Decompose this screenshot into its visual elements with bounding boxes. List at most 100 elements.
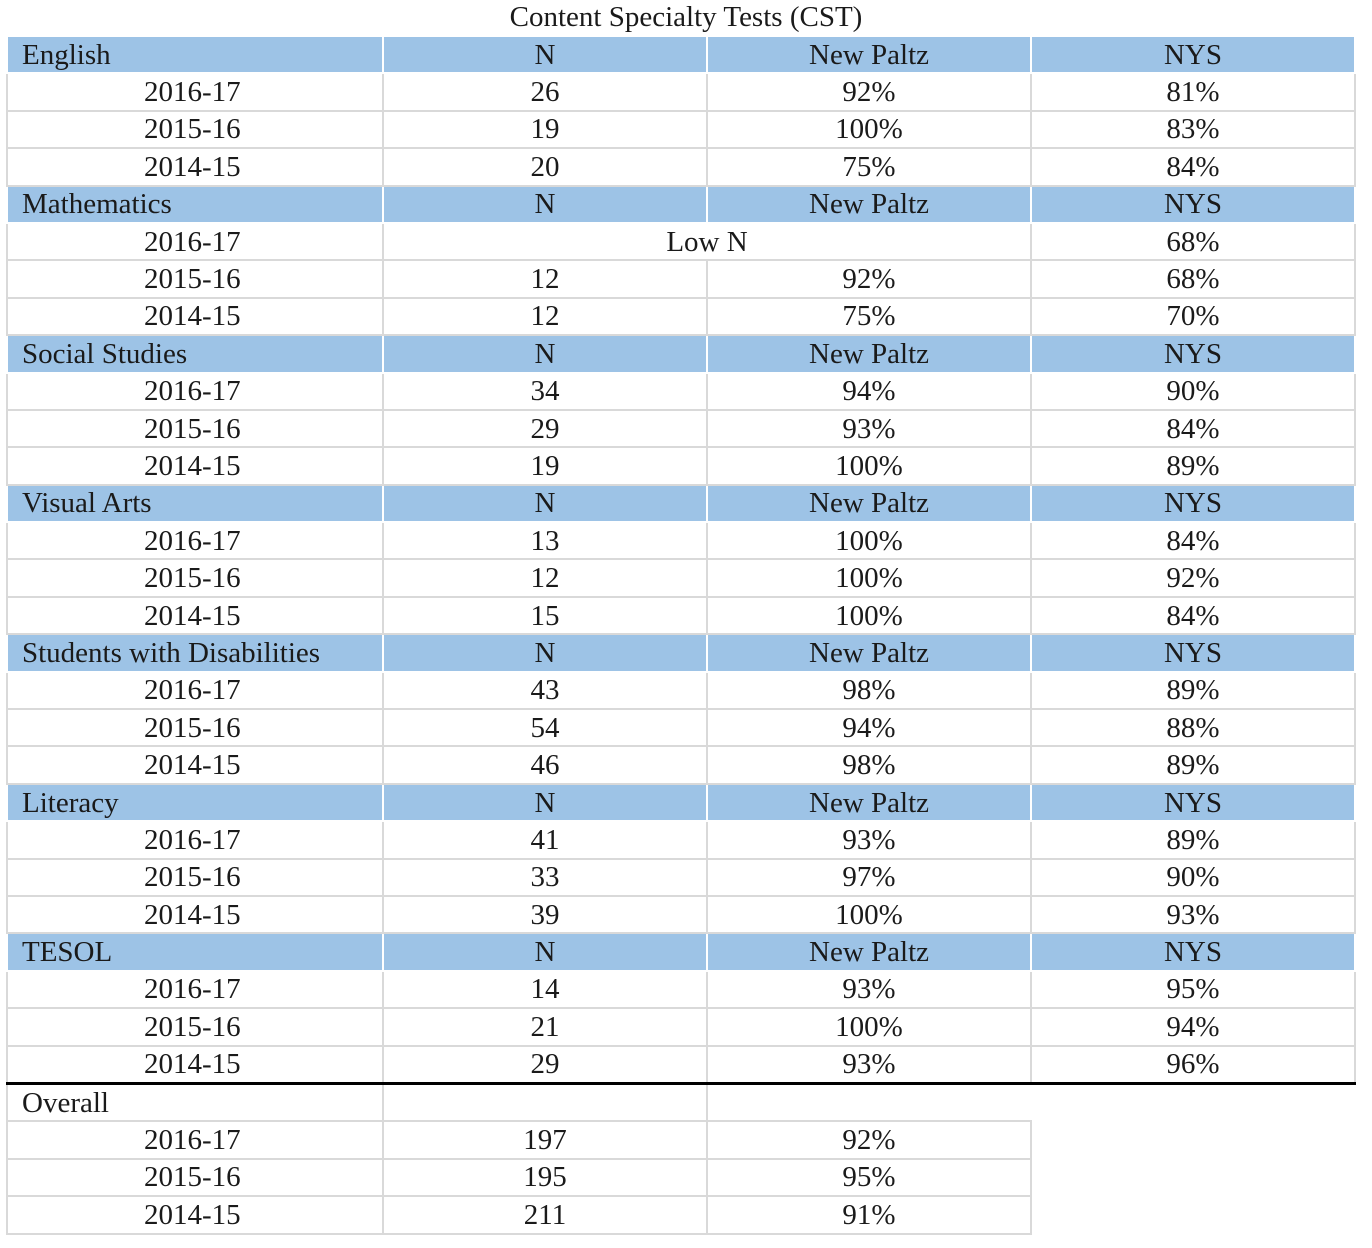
section-name: English [6, 34, 384, 75]
section-header-row: English N New Paltz NYS [6, 34, 1356, 75]
year-cell: 2016-17 [6, 221, 384, 262]
new-paltz-rate-cell: 91% [706, 1195, 1032, 1235]
n-cell: 29 [382, 408, 708, 449]
column-header-new-paltz: New Paltz [706, 932, 1032, 972]
section-name: Literacy [6, 782, 384, 823]
new-paltz-rate-cell: 100% [706, 558, 1032, 598]
year-cell: 2015-16 [6, 558, 384, 598]
column-header-n: N [382, 334, 708, 374]
blank-cell [707, 1083, 1031, 1121]
column-header-nys: NYS [1030, 932, 1356, 972]
n-cell: 34 [382, 371, 708, 411]
column-header-n: N [382, 782, 708, 823]
column-header-nys: NYS [1030, 334, 1356, 374]
nys-rate-cell: 70% [1030, 296, 1356, 337]
table-row: 2016-17 41 93% 89% [6, 820, 1356, 860]
n-cell: 197 [382, 1120, 708, 1160]
new-paltz-rate-cell: 93% [706, 969, 1032, 1010]
column-header-nys: NYS [1030, 34, 1356, 75]
n-cell: 12 [382, 259, 708, 299]
table-body: English N New Paltz NYS 2016-17 26 92% 81% 2015-… [6, 34, 1356, 1235]
column-header-new-paltz: New Paltz [706, 184, 1032, 224]
column-header-new-paltz: New Paltz [706, 34, 1032, 75]
new-paltz-rate-cell: 100% [706, 1007, 1032, 1047]
section-header-row: Mathematics N New Paltz NYS [6, 184, 1356, 224]
new-paltz-rate-cell: 92% [706, 72, 1032, 112]
year-cell: 2014-15 [6, 894, 384, 935]
year-cell: 2015-16 [6, 408, 384, 449]
nys-rate-cell: 68% [1030, 221, 1356, 262]
new-paltz-rate-cell: 94% [706, 371, 1032, 411]
blank-cell [1031, 1083, 1355, 1121]
column-header-nys: NYS [1030, 782, 1356, 823]
nys-rate-cell: 90% [1030, 371, 1356, 411]
section-name: TESOL [6, 932, 384, 972]
table-row: 2015-16 33 97% 90% [6, 857, 1356, 897]
nys-rate-cell: 83% [1030, 109, 1356, 150]
section-header-row: Visual Arts N New Paltz NYS [6, 483, 1356, 524]
n-cell: 14 [382, 969, 708, 1010]
year-cell: 2016-17 [6, 670, 384, 711]
low-n-note: Low N [382, 221, 1032, 262]
table-row: 2016-17 Low N 68% [6, 221, 1356, 262]
column-header-n: N [382, 184, 708, 224]
nys-rate-cell: 95% [1030, 969, 1356, 1010]
section-header-row: TESOL N New Paltz NYS [6, 932, 1356, 972]
table-row: 2014-15 19 100% 89% [6, 446, 1356, 486]
n-cell: 29 [382, 1044, 708, 1085]
table-row: 2015-16 54 94% 88% [6, 708, 1356, 748]
n-cell: 33 [382, 857, 708, 897]
nys-rate-cell: 90% [1030, 857, 1356, 897]
year-cell: 2015-16 [6, 708, 384, 748]
nys-rate-cell: 92% [1030, 558, 1356, 598]
n-cell: 43 [382, 670, 708, 711]
new-paltz-rate-cell: 97% [706, 857, 1032, 897]
overall-row: 2016-17 197 92% [6, 1120, 1355, 1160]
overall-row: 2014-15 211 91% [6, 1195, 1355, 1235]
n-cell: 15 [382, 595, 708, 636]
cst-results-table: English N New Paltz NYS 2016-17 26 92% 81% 2015-… [6, 34, 1356, 1235]
new-paltz-rate-cell: 100% [706, 521, 1032, 561]
nys-rate-cell: 89% [1030, 745, 1356, 785]
section-header-row: Literacy N New Paltz NYS [6, 782, 1356, 823]
n-cell: 12 [382, 296, 708, 337]
blank-cell [1031, 1159, 1355, 1196]
column-header-n: N [382, 34, 708, 75]
year-cell: 2015-16 [6, 857, 384, 897]
nys-rate-cell: 88% [1030, 708, 1356, 748]
year-cell: 2014-15 [6, 595, 384, 636]
column-header-new-paltz: New Paltz [706, 334, 1032, 374]
new-paltz-rate-cell: 98% [706, 745, 1032, 785]
overall-label: Overall [6, 1083, 384, 1123]
column-header-nys: NYS [1030, 483, 1356, 524]
section-name: Social Studies [6, 334, 384, 374]
column-header-nys: NYS [1030, 184, 1356, 224]
nys-rate-cell: 68% [1030, 259, 1356, 299]
section-header-row: Social Studies N New Paltz NYS [6, 334, 1356, 374]
n-cell: 19 [382, 446, 708, 486]
year-cell: 2014-15 [6, 296, 384, 337]
n-cell: 54 [382, 708, 708, 748]
year-cell: 2016-17 [6, 820, 384, 860]
year-cell: 2016-17 [6, 969, 384, 1010]
n-cell: 39 [382, 894, 708, 935]
table-row: 2014-15 39 100% 93% [6, 894, 1356, 935]
new-paltz-rate-cell: 92% [706, 259, 1032, 299]
table-row: 2015-16 12 92% 68% [6, 259, 1356, 299]
year-cell: 2014-15 [6, 1044, 384, 1085]
blank-cell [1031, 1196, 1355, 1233]
table-row: 2014-15 20 75% 84% [6, 147, 1356, 187]
table-row: 2015-16 21 100% 94% [6, 1007, 1356, 1047]
n-cell: 13 [382, 521, 708, 561]
table-row: 2014-15 46 98% 89% [6, 745, 1356, 785]
column-header-n: N [382, 633, 708, 673]
nys-rate-cell: 84% [1030, 147, 1356, 187]
new-paltz-rate-cell: 93% [706, 1044, 1032, 1085]
n-cell: 21 [382, 1007, 708, 1047]
overall-spacer [382, 1083, 708, 1123]
table-row: 2015-16 19 100% 83% [6, 109, 1356, 150]
section-name: Students with Disabilities [6, 633, 384, 673]
year-cell: 2016-17 [6, 1120, 384, 1160]
table-row: 2016-17 43 98% 89% [6, 670, 1356, 711]
